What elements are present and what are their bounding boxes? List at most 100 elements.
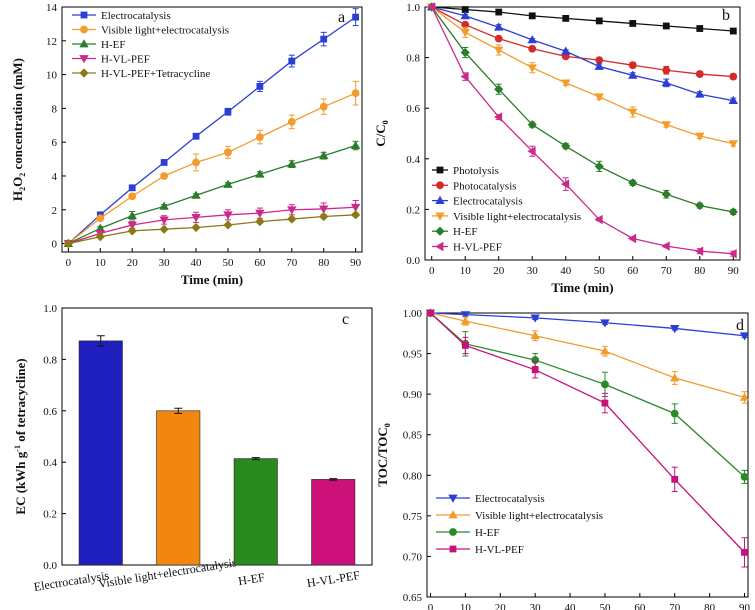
legend-marker xyxy=(436,166,444,174)
bar xyxy=(156,410,201,566)
y-tick-label: 6 xyxy=(52,137,58,149)
data-point xyxy=(255,217,265,227)
x-tick-label: 10 xyxy=(460,265,472,277)
data-point xyxy=(96,214,105,223)
data-point xyxy=(670,409,679,418)
x-tick-label: 80 xyxy=(704,602,716,610)
data-point xyxy=(319,102,328,111)
x-tick-label: 40 xyxy=(565,602,577,610)
data-point xyxy=(160,159,168,166)
series-line xyxy=(430,312,745,478)
data-point xyxy=(671,475,679,483)
y-tick-label: 14 xyxy=(46,2,58,14)
data-point xyxy=(600,319,610,328)
x-tick-label: 70 xyxy=(669,602,681,610)
data-point xyxy=(224,108,232,116)
data-point xyxy=(255,133,264,142)
bar-group: Electrocatalysis xyxy=(33,335,123,594)
data-point xyxy=(560,179,570,189)
series-line xyxy=(68,214,356,245)
data-point xyxy=(741,548,748,556)
series-electrocatalysis: Electrocatalysis xyxy=(425,309,750,505)
series-line xyxy=(430,312,745,553)
bar-group: H-EF xyxy=(233,457,278,588)
data-point xyxy=(527,120,537,130)
data-point xyxy=(494,34,503,43)
legend-marker xyxy=(80,11,88,19)
data-point xyxy=(601,399,609,407)
x-tick-label: 0 xyxy=(428,602,434,610)
data-point xyxy=(728,95,738,105)
y-tick-label: 0.6 xyxy=(43,406,57,418)
y-axis-label-part: C/C xyxy=(373,124,388,146)
data-point xyxy=(287,159,297,168)
y-tick-label: 0.75 xyxy=(403,511,423,523)
plot-frame xyxy=(424,6,741,261)
data-point xyxy=(320,35,328,43)
y-tick-label: 0.65 xyxy=(403,592,423,604)
legend-marker xyxy=(79,68,89,78)
data-point xyxy=(528,12,536,20)
x-tick-label: 0 xyxy=(429,265,435,277)
x-tick-label: 30 xyxy=(530,602,542,610)
data-point xyxy=(594,61,604,70)
data-point xyxy=(95,232,105,242)
data-point xyxy=(319,205,329,214)
data-point xyxy=(728,207,738,217)
data-point xyxy=(461,342,469,349)
data-point xyxy=(728,140,738,149)
y-axis-label-part: 2 xyxy=(18,173,27,177)
y-tick-label: 2 xyxy=(52,205,58,217)
bar xyxy=(233,458,278,566)
series-photolysis: Photolysis xyxy=(428,3,737,177)
data-point xyxy=(530,330,540,340)
data-point xyxy=(191,190,201,199)
y-tick-label: 0.90 xyxy=(403,389,423,401)
legend-marker xyxy=(80,25,88,34)
plot-frame xyxy=(426,312,749,598)
y-axis-label: C/C0 xyxy=(373,120,390,146)
data-point xyxy=(527,146,536,156)
legend-label: H-VL-PEF xyxy=(453,242,502,254)
data-point xyxy=(531,366,539,374)
data-point xyxy=(670,325,680,334)
data-point xyxy=(495,8,503,16)
legend-label: Electrocatalysis xyxy=(101,10,171,22)
y-tick-label: 0.4 xyxy=(43,457,57,469)
data-point xyxy=(629,20,637,27)
panel-a: 0 10 20 30 40 50 60 70 80 90 0 2 4 6 8 10 12 14 Time (min)… xyxy=(10,2,363,287)
bar xyxy=(311,479,356,566)
x-axis-label: Time (min) xyxy=(551,280,613,295)
data-point xyxy=(594,214,603,225)
data-point xyxy=(160,172,169,180)
data-point xyxy=(661,241,670,251)
x-tick-label: 20 xyxy=(495,602,507,610)
y-axis-label: EC (kWh g-1 of tetracycline) xyxy=(13,358,28,514)
panel-b: 0 10 20 30 40 50 60 70 80 90 0.0 0.2 0.4 0.6 0.8 1.0 Tim… xyxy=(373,2,741,295)
data-point xyxy=(159,224,169,234)
data-point xyxy=(223,220,233,230)
data-point xyxy=(561,141,571,151)
y-tick-label: 0.4 xyxy=(406,154,420,166)
x-tick-label: 60 xyxy=(634,602,646,610)
data-point xyxy=(739,332,750,341)
data-point xyxy=(594,161,604,171)
data-point xyxy=(319,211,329,222)
x-tick-label: 50 xyxy=(599,602,611,610)
x-tick-label: 0 xyxy=(66,257,72,269)
y-axis-label-part: TOC/TOC xyxy=(375,427,390,486)
series-line xyxy=(68,206,356,245)
data-point xyxy=(600,346,610,355)
y-axis-label-part: -1 xyxy=(13,445,22,452)
plot-frame xyxy=(61,6,363,253)
data-point xyxy=(319,150,329,160)
data-point xyxy=(224,148,232,157)
series-visible-light-electrocatalysis: Visible light+electrocatalysis xyxy=(64,25,360,248)
y-axis-label: TOC/TOC0 xyxy=(375,423,392,486)
legend-marker xyxy=(435,212,445,221)
x-tick-label: 10 xyxy=(95,257,107,269)
data-point xyxy=(288,57,296,65)
legend-marker xyxy=(436,181,444,190)
legend-marker xyxy=(435,195,445,205)
